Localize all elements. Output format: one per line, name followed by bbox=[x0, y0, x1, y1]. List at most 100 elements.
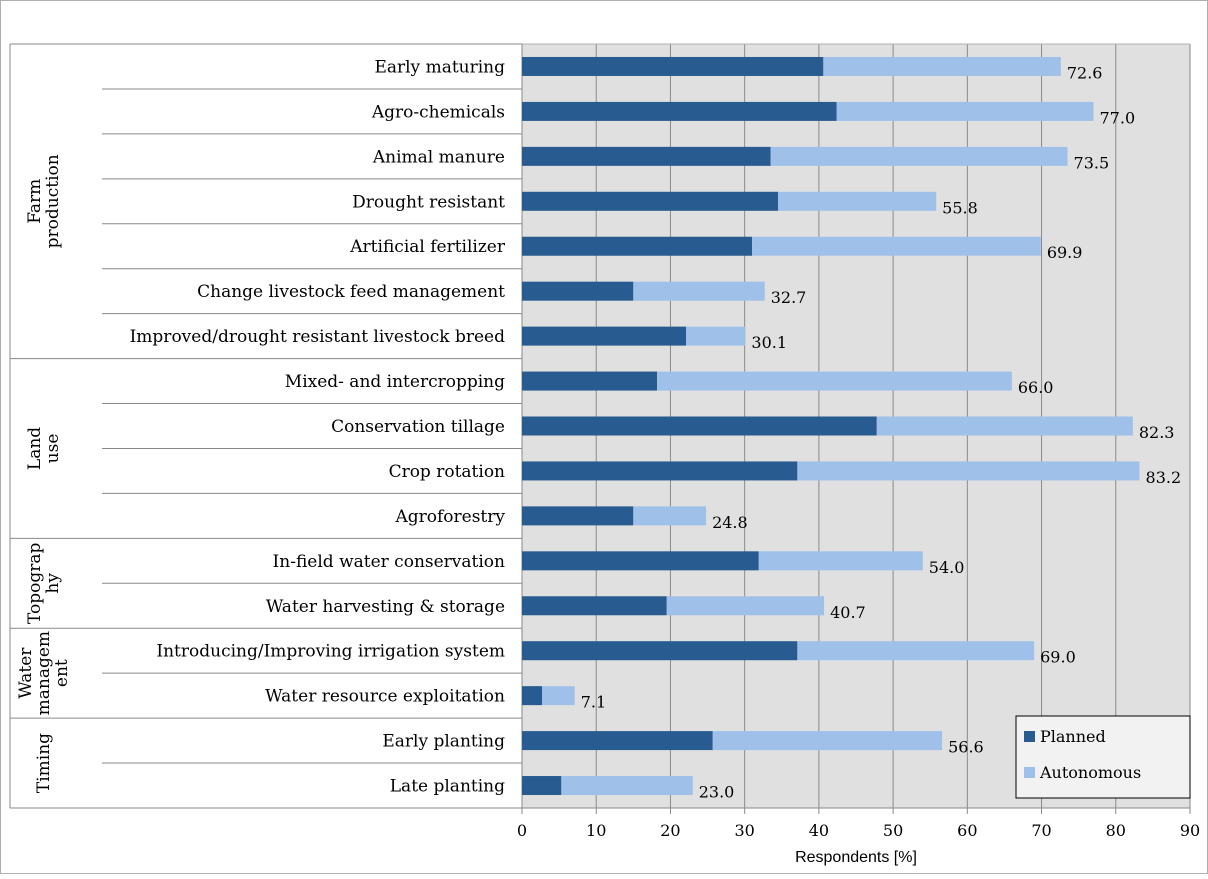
x-axis-title: Respondents [%] bbox=[795, 849, 917, 866]
value-labels: 72.6 77.0 73.5 55.8 69.9 32.7 30.1 66.0 82.3 83.2… bbox=[581, 63, 1181, 801]
group-label-line: production bbox=[43, 154, 63, 248]
category-label-animal-manure: Animal manure bbox=[372, 147, 505, 167]
bar-planned-agroforestry bbox=[522, 506, 634, 526]
group-label-line: managem bbox=[34, 631, 54, 715]
category-label-agro-chemicals: Agro-chemicals bbox=[371, 102, 505, 122]
bar-autonomous-introducing-improving-irrigation-system bbox=[797, 641, 1035, 661]
x-tick-label-20: 20 bbox=[660, 821, 680, 840]
bar-planned-mixed-and-intercropping bbox=[522, 371, 658, 391]
category-label-late-planting: Late planting bbox=[390, 777, 505, 797]
group-label-line: ent bbox=[52, 659, 72, 687]
x-tick-label-90: 90 bbox=[1180, 821, 1200, 840]
group-label-line: Water bbox=[16, 647, 36, 699]
category-label-water-harvesting-storage: Water harvesting & storage bbox=[266, 597, 505, 617]
value-label-drought-resistant: 55.8 bbox=[942, 198, 978, 217]
bar-planned-early-maturing bbox=[522, 56, 824, 76]
group-label-farm-production: Farmproduction bbox=[25, 154, 63, 248]
value-label-improved-drought-resistant-livestock-breed: 30.1 bbox=[751, 333, 787, 352]
category-label-water-resource-exploitation: Water resource exploitation bbox=[265, 687, 505, 707]
x-tick-label-0: 0 bbox=[517, 821, 527, 840]
category-label-introducing-improving-irrigation-system: Introducing/Improving irrigation system bbox=[156, 642, 505, 662]
x-tick-label-70: 70 bbox=[1031, 821, 1051, 840]
value-label-conservation-tillage: 82.3 bbox=[1139, 423, 1175, 442]
category-table: Farmproduction Landuse Topography Watermana… bbox=[9, 43, 523, 809]
bar-autonomous-conservation-tillage bbox=[876, 416, 1133, 436]
value-label-agroforestry: 24.8 bbox=[712, 513, 748, 532]
category-label-change-livestock-feed-management: Change livestock feed management bbox=[197, 282, 505, 302]
bar-planned-drought-resistant bbox=[522, 191, 779, 211]
bar-autonomous-in-field-water-conservation bbox=[758, 551, 923, 571]
bar-planned-agro-chemicals bbox=[522, 101, 837, 121]
value-label-crop-rotation: 83.2 bbox=[1146, 468, 1182, 487]
legend-swatch-planned bbox=[1024, 731, 1035, 742]
group-label-water-managem-ent: Watermanagement bbox=[16, 631, 72, 715]
legend-box bbox=[1015, 715, 1191, 799]
x-tick-label-30: 30 bbox=[734, 821, 754, 840]
value-label-water-harvesting-storage: 40.7 bbox=[830, 603, 866, 622]
bar-planned-conservation-tillage bbox=[522, 416, 877, 436]
bar-autonomous-improved-drought-resistant-livestock-breed bbox=[686, 326, 746, 346]
category-label-early-maturing: Early maturing bbox=[374, 57, 505, 77]
group-label-line: Topograp bbox=[25, 542, 45, 624]
bar-planned-animal-manure bbox=[522, 146, 771, 166]
value-label-artificial-fertilizer: 69.9 bbox=[1047, 243, 1083, 262]
group-label-land-use: Landuse bbox=[25, 427, 63, 470]
bar-autonomous-late-planting bbox=[561, 776, 693, 796]
category-label-improved-drought-resistant-livestock-breed: Improved/drought resistant livestock bre… bbox=[130, 327, 506, 347]
x-tick-label-60: 60 bbox=[957, 821, 977, 840]
value-label-introducing-improving-irrigation-system: 69.0 bbox=[1040, 648, 1076, 667]
bar-planned-introducing-improving-irrigation-system bbox=[522, 641, 798, 661]
bar-autonomous-agroforestry bbox=[633, 506, 707, 526]
legend-label-planned: Planned bbox=[1040, 727, 1106, 746]
group-label-line: use bbox=[43, 434, 63, 464]
bar-autonomous-mixed-and-intercropping bbox=[657, 371, 1012, 391]
bar-autonomous-crop-rotation bbox=[797, 461, 1140, 481]
x-axis: 0 10 20 30 40 50 60 70 80 90 bbox=[517, 807, 1200, 840]
bar-planned-improved-drought-resistant-livestock-breed bbox=[522, 326, 687, 346]
x-tick-label-10: 10 bbox=[586, 821, 606, 840]
legend-swatch-autonomous bbox=[1024, 767, 1035, 778]
bar-autonomous-artificial-fertilizer bbox=[752, 236, 1041, 256]
group-label-line: Land bbox=[25, 427, 45, 470]
bar-autonomous-change-livestock-feed-management bbox=[633, 281, 765, 301]
bar-planned-crop-rotation bbox=[522, 461, 798, 481]
category-label-early-planting: Early planting bbox=[382, 732, 505, 752]
bars bbox=[522, 56, 1140, 796]
x-tick-label-40: 40 bbox=[809, 821, 829, 840]
bar-autonomous-water-resource-exploitation bbox=[542, 686, 575, 706]
group-label-line: Timing bbox=[34, 733, 54, 793]
value-label-agro-chemicals: 77.0 bbox=[1100, 108, 1136, 127]
value-label-mixed-and-intercropping: 66.0 bbox=[1018, 378, 1054, 397]
bar-autonomous-animal-manure bbox=[770, 146, 1068, 166]
group-label-timing: Timing bbox=[34, 733, 54, 793]
value-label-in-field-water-conservation: 54.0 bbox=[929, 558, 965, 577]
bar-autonomous-water-harvesting-storage bbox=[666, 596, 825, 616]
legend: Planned Autonomous bbox=[1015, 715, 1191, 799]
category-label-conservation-tillage: Conservation tillage bbox=[331, 417, 505, 437]
bar-autonomous-early-planting bbox=[712, 731, 943, 751]
value-label-animal-manure: 73.5 bbox=[1074, 153, 1110, 172]
group-label-line: hy bbox=[43, 573, 63, 594]
bar-planned-artificial-fertilizer bbox=[522, 236, 753, 256]
category-label-crop-rotation: Crop rotation bbox=[389, 462, 505, 482]
category-label-drought-resistant: Drought resistant bbox=[352, 192, 505, 212]
category-label-artificial-fertilizer: Artificial fertilizer bbox=[349, 237, 506, 257]
category-label-agroforestry: Agroforestry bbox=[394, 507, 505, 527]
bar-planned-in-field-water-conservation bbox=[522, 551, 759, 571]
bar-planned-water-harvesting-storage bbox=[522, 596, 667, 616]
group-label-topograp-hy: Topography bbox=[25, 542, 63, 624]
value-label-early-planting: 56.6 bbox=[948, 738, 984, 757]
group-label-line: Farm bbox=[25, 179, 45, 224]
value-label-early-maturing: 72.6 bbox=[1067, 63, 1103, 82]
bar-planned-change-livestock-feed-management bbox=[522, 281, 634, 301]
value-label-water-resource-exploitation: 7.1 bbox=[581, 693, 606, 712]
bar-autonomous-early-maturing bbox=[823, 56, 1061, 76]
bar-planned-water-resource-exploitation bbox=[522, 686, 543, 706]
bar-autonomous-drought-resistant bbox=[778, 191, 937, 211]
bar-autonomous-agro-chemicals bbox=[836, 101, 1094, 121]
category-label-in-field-water-conservation: In-field water conservation bbox=[273, 552, 505, 572]
legend-label-autonomous: Autonomous bbox=[1039, 763, 1141, 782]
value-label-late-planting: 23.0 bbox=[699, 783, 735, 802]
